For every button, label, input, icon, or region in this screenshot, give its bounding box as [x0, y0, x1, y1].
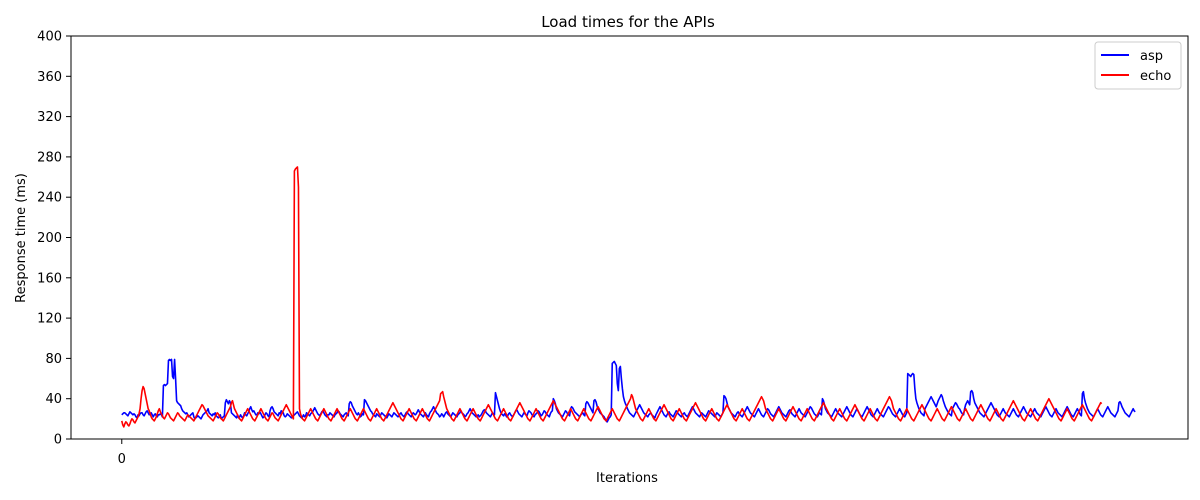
x-axis-title: Iterations — [596, 471, 658, 486]
y-tick-label: 0 — [54, 433, 62, 448]
x-tick-label: 0 — [118, 452, 126, 467]
y-axis-title: Response time (ms) — [14, 173, 29, 303]
y-tick-label: 40 — [45, 392, 62, 407]
y-axis: 0 40 80 120 160 200 240 280 320 360 400 — [37, 30, 71, 448]
y-tick-label: 120 — [37, 312, 62, 327]
y-tick-label: 400 — [37, 30, 62, 45]
y-tick-label: 200 — [37, 231, 62, 246]
y-tick-label: 240 — [37, 191, 62, 206]
chart-title: Load times for the APIs — [541, 13, 715, 31]
legend: asp echo — [1094, 41, 1182, 90]
legend-box — [1094, 41, 1182, 90]
y-tick-label: 160 — [37, 271, 62, 286]
series-line-echo — [120, 166, 1103, 428]
y-tick-label: 280 — [37, 150, 62, 165]
legend-label-asp: asp — [1140, 49, 1163, 64]
series-line-asp — [121, 358, 1136, 423]
legend-label-echo: echo — [1140, 69, 1171, 84]
x-axis: 0 — [118, 439, 126, 467]
series-layer — [120, 166, 1136, 428]
y-tick-label: 320 — [37, 110, 62, 125]
plot-frame — [70, 35, 1189, 440]
y-tick-label: 360 — [37, 70, 62, 85]
y-tick-label: 80 — [45, 352, 62, 367]
